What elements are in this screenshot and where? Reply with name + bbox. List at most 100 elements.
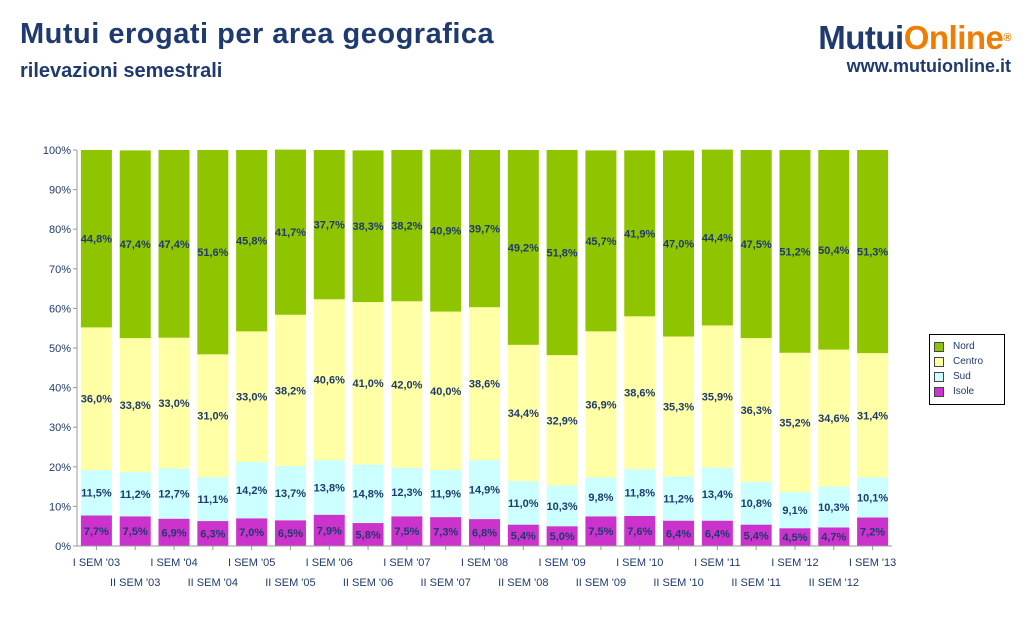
- bar-segment-sud: [430, 469, 462, 518]
- bar-segment-nord: [197, 150, 229, 355]
- data-label-centro: 32,9%: [547, 415, 578, 427]
- bar-segment-nord: [585, 150, 617, 332]
- bar-segment-nord: [391, 150, 423, 302]
- bar-segment-nord: [818, 150, 850, 350]
- bar-segment-isole: [119, 516, 151, 546]
- data-label-nord: 45,7%: [585, 236, 616, 248]
- data-label-nord: 38,3%: [352, 221, 383, 233]
- data-label-isole: 6,5%: [278, 528, 303, 540]
- y-tick-label: 40%: [49, 383, 71, 395]
- bar-segment-sud: [585, 477, 617, 517]
- bar-segment-centro: [740, 338, 772, 482]
- data-label-isole: 6,8%: [472, 528, 497, 540]
- bar-segment-centro: [430, 311, 462, 470]
- bar-segment-isole: [546, 526, 578, 546]
- bar-segment-nord: [236, 150, 268, 332]
- data-label-nord: 51,2%: [779, 246, 810, 258]
- bar-segment-sud: [274, 466, 306, 521]
- data-label-nord: 50,4%: [818, 245, 849, 257]
- data-label-isole: 5,8%: [356, 530, 381, 542]
- bar-segment-nord: [313, 150, 345, 300]
- data-label-centro: 33,0%: [236, 392, 267, 404]
- bar-segment-centro: [119, 338, 151, 472]
- data-label-isole: 7,7%: [84, 526, 109, 538]
- data-label-nord: 47,4%: [158, 239, 189, 251]
- data-label-isole: 4,5%: [782, 532, 807, 544]
- bar-segment-isole: [663, 520, 695, 546]
- bar-segment-sud: [469, 460, 500, 520]
- data-label-isole: 7,6%: [627, 526, 652, 538]
- y-tick-label: 0%: [55, 541, 71, 553]
- legend-label-nord: Nord: [953, 341, 975, 352]
- bar-segment-sud: [857, 477, 889, 518]
- x-tick-label: I SEM '04: [150, 557, 197, 569]
- bar-segment-isole: [857, 517, 889, 546]
- x-tick-label: I SEM '13: [849, 557, 896, 569]
- logo-registered-mark: ®: [1003, 32, 1011, 44]
- bar-segment-isole: [740, 524, 772, 546]
- bar-segment-isole: [391, 516, 423, 546]
- page-subtitle: rilevazioni semestrali: [20, 60, 223, 82]
- data-label-centro: 33,0%: [158, 398, 189, 410]
- bar-segment-sud: [197, 477, 229, 522]
- bar-segment-sud: [818, 486, 850, 528]
- data-label-centro: 35,2%: [779, 417, 810, 429]
- chart-legend: Nord Centro Sud Isole: [929, 334, 1005, 405]
- data-label-sud: 13,7%: [275, 488, 306, 500]
- data-label-nord: 51,6%: [197, 247, 228, 259]
- bar-segment-centro: [546, 355, 578, 486]
- x-tick-label: I SEM '05: [228, 557, 275, 569]
- data-label-isole: 7,0%: [239, 527, 264, 539]
- data-label-centro: 31,4%: [857, 410, 888, 422]
- x-tick-label: II SEM '10: [653, 577, 703, 589]
- data-label-nord: 41,9%: [624, 228, 655, 240]
- bar-segment-centro: [80, 327, 112, 470]
- x-tick-label: II SEM '09: [576, 577, 626, 589]
- logo-name-part2: Online: [903, 19, 1004, 56]
- data-label-centro: 35,3%: [663, 401, 694, 413]
- bar-segment-sud: [663, 476, 695, 521]
- data-label-centro: 31,0%: [197, 411, 228, 423]
- y-tick-label: 20%: [49, 462, 71, 474]
- y-tick-label: 60%: [49, 303, 71, 315]
- bar-segment-centro: [779, 352, 811, 493]
- bar-segment-isole: [274, 520, 306, 546]
- x-tick-label: I SEM '08: [461, 557, 508, 569]
- bar-segment-centro: [585, 331, 617, 478]
- x-tick-label: I SEM '12: [771, 557, 818, 569]
- data-label-isole: 7,3%: [433, 527, 458, 539]
- data-label-sud: 11,9%: [430, 489, 461, 501]
- data-label-nord: 44,8%: [81, 234, 112, 246]
- data-label-nord: 47,5%: [741, 239, 772, 251]
- legend-swatch-centro: [934, 356, 944, 367]
- x-tick-label: II SEM '07: [420, 577, 470, 589]
- data-label-centro: 33,8%: [120, 400, 151, 412]
- data-label-sud: 9,1%: [782, 505, 807, 517]
- bar-segment-centro: [352, 302, 384, 465]
- x-tick-label: II SEM '08: [498, 577, 548, 589]
- legend-swatch-sud: [934, 371, 944, 382]
- data-label-nord: 44,4%: [702, 233, 733, 245]
- x-tick-label: I SEM '06: [306, 557, 353, 569]
- bar-segment-isole: [624, 515, 656, 546]
- data-label-sud: 10,3%: [818, 502, 849, 514]
- bar-segment-isole: [236, 518, 268, 546]
- legend-swatch-isole: [934, 386, 944, 397]
- data-label-sud: 11,0%: [508, 498, 539, 510]
- bar-segment-sud: [624, 469, 656, 516]
- data-label-sud: 10,8%: [741, 498, 772, 510]
- data-label-sud: 11,2%: [120, 489, 151, 501]
- data-label-isole: 7,2%: [860, 527, 885, 539]
- data-label-sud: 11,1%: [198, 494, 229, 506]
- bar-segment-centro: [507, 344, 539, 482]
- bar-segment-isole: [469, 519, 500, 546]
- x-tick-label: I SEM '10: [616, 557, 663, 569]
- bar-segment-sud: [701, 467, 733, 521]
- bar-segment-centro: [624, 316, 656, 470]
- data-label-isole: 6,4%: [666, 528, 691, 540]
- y-tick-label: 10%: [49, 501, 71, 513]
- bar-segment-isole: [585, 516, 617, 546]
- x-tick-label: I SEM '07: [383, 557, 430, 569]
- y-tick-label: 90%: [49, 185, 71, 197]
